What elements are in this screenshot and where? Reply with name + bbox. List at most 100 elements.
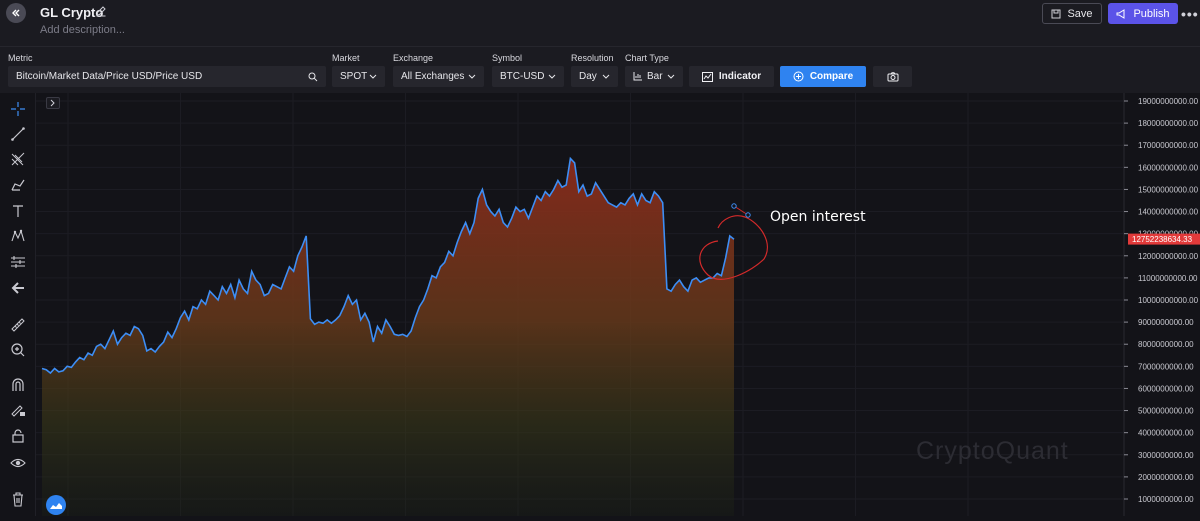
chevron-down-icon	[468, 74, 476, 79]
visibility-tool[interactable]	[8, 453, 28, 473]
pitchfork-tool[interactable]	[8, 149, 28, 169]
measure-tool[interactable]	[8, 252, 28, 272]
exchange-select[interactable]: All Exchanges	[393, 66, 484, 87]
expand-panel-button[interactable]	[46, 97, 60, 109]
chevron-down-icon	[667, 74, 675, 79]
annotation-handle[interactable]	[731, 203, 737, 209]
compare-button[interactable]: Compare	[780, 66, 866, 87]
indicator-icon	[701, 71, 713, 82]
lock-drawing-tool[interactable]	[8, 400, 28, 420]
bar-chart-icon	[633, 72, 642, 81]
pencil-icon[interactable]	[95, 5, 107, 17]
price-chart[interactable]: 1000000000.00 2000000000.00 3000000000.00 4…	[0, 93, 1200, 516]
chevron-down-icon	[548, 74, 556, 79]
more-options-button[interactable]: •••	[1181, 6, 1199, 22]
chart-type-label: Chart Type	[625, 53, 669, 63]
market-select[interactable]: SPOT	[332, 66, 385, 87]
price-area	[42, 158, 734, 516]
annotation-circle	[699, 215, 768, 280]
chevron-right-icon	[50, 99, 55, 107]
resolution-value: Day	[579, 71, 597, 82]
publish-button[interactable]: Publish	[1108, 3, 1178, 24]
symbol-label: Symbol	[492, 53, 523, 63]
drawing-toolbar	[0, 93, 36, 516]
ruler-icon	[11, 318, 25, 332]
floppy-disk-icon	[1051, 9, 1061, 18]
price-tag-value: 12752238634.33	[1132, 235, 1193, 244]
y-tick-label: 7000000000.00	[1138, 362, 1194, 371]
y-tick-label: 1000000000.00	[1138, 495, 1194, 504]
market-value: SPOT	[340, 71, 368, 82]
app-logo[interactable]	[46, 495, 66, 515]
magnet-tool[interactable]	[8, 375, 28, 395]
symbol-value: BTC-USD	[500, 71, 545, 82]
y-tick-label: 12000000000.00	[1138, 252, 1199, 261]
top-bar: GL Crypto Add description... Save Publis…	[0, 0, 1200, 47]
y-tick-label: 8000000000.00	[1138, 340, 1194, 349]
crosshair-tool[interactable]	[8, 99, 28, 119]
annotation-text[interactable]: Open interest	[770, 209, 866, 225]
last-price-tag: 12752238634.33	[1128, 233, 1200, 245]
arrow-left-icon	[11, 282, 24, 294]
text-icon	[13, 205, 23, 217]
y-tick-label: 6000000000.00	[1138, 384, 1194, 393]
lock-icon	[12, 429, 24, 443]
trend-line-tool[interactable]	[8, 124, 28, 144]
y-tick-label: 10000000000.00	[1138, 296, 1199, 305]
annotation-handle[interactable]	[745, 212, 751, 218]
collapse-sidebar-button[interactable]	[6, 3, 26, 23]
open-interest-annotation[interactable]	[699, 203, 768, 280]
description-input[interactable]: Add description...	[40, 24, 125, 36]
pattern-icon	[11, 229, 25, 242]
brush-tool[interactable]	[8, 175, 28, 195]
delete-tool[interactable]	[8, 489, 28, 509]
market-label: Market	[332, 53, 360, 63]
indicator-button[interactable]: Indicator	[689, 66, 774, 87]
crosshair-icon	[11, 102, 25, 116]
y-tick-label: 3000000000.00	[1138, 451, 1194, 460]
y-tick-label: 17000000000.00	[1138, 141, 1199, 150]
y-axis: 1000000000.00 2000000000.00 3000000000.00 4…	[1123, 93, 1199, 516]
y-tick-label: 2000000000.00	[1138, 473, 1194, 482]
brush-icon	[11, 179, 25, 191]
dashboard-title: GL Crypto	[40, 5, 104, 20]
save-button[interactable]: Save	[1042, 3, 1102, 24]
y-tick-label: 9000000000.00	[1138, 318, 1194, 327]
chart-type-select[interactable]: Bar	[625, 66, 683, 87]
exchange-label: Exchange	[393, 53, 434, 63]
query-controls: Metric Bitcoin/Market Data/Price USD/Pri…	[0, 47, 1200, 93]
y-tick-label: 16000000000.00	[1138, 163, 1199, 172]
plus-circle-icon	[793, 71, 804, 82]
back-arrow-tool[interactable]	[8, 278, 28, 298]
metric-label: Metric	[8, 53, 33, 63]
resolution-label: Resolution	[571, 53, 614, 63]
trash-icon	[13, 492, 23, 507]
y-tick-label: 14000000000.00	[1138, 208, 1199, 217]
cloud-chart-icon	[50, 503, 62, 509]
magnet-icon	[12, 378, 24, 391]
ruler-tool[interactable]	[8, 315, 28, 335]
measure-icon	[11, 256, 25, 268]
price-line	[41, 156, 735, 375]
pattern-tool[interactable]	[8, 226, 28, 246]
trend-line-icon	[11, 127, 25, 141]
symbol-select[interactable]: BTC-USD	[492, 66, 564, 87]
resolution-select[interactable]: Day	[571, 66, 618, 87]
camera-icon	[887, 71, 898, 81]
pencil-lock-icon	[11, 405, 25, 417]
watermark: CryptoQuant	[916, 437, 1069, 465]
y-tick-label: 4000000000.00	[1138, 429, 1194, 438]
screenshot-button[interactable]	[873, 66, 912, 87]
lock-tool[interactable]	[8, 426, 28, 446]
chart-area[interactable]: 1000000000.00 2000000000.00 3000000000.00 4…	[0, 93, 1200, 516]
y-tick-label: 19000000000.00	[1138, 97, 1199, 106]
chevron-down-icon	[369, 74, 377, 79]
exchange-value: All Exchanges	[401, 71, 465, 82]
indicator-label: Indicator	[718, 71, 762, 82]
metric-search-input[interactable]: Bitcoin/Market Data/Price USD/Price USD	[8, 66, 326, 87]
chart-type-value: Bar	[647, 71, 663, 82]
text-tool[interactable]	[8, 201, 28, 221]
double-chevron-left-icon	[12, 9, 20, 17]
y-tick-label: 11000000000.00	[1138, 274, 1198, 283]
zoom-tool[interactable]	[8, 340, 28, 360]
